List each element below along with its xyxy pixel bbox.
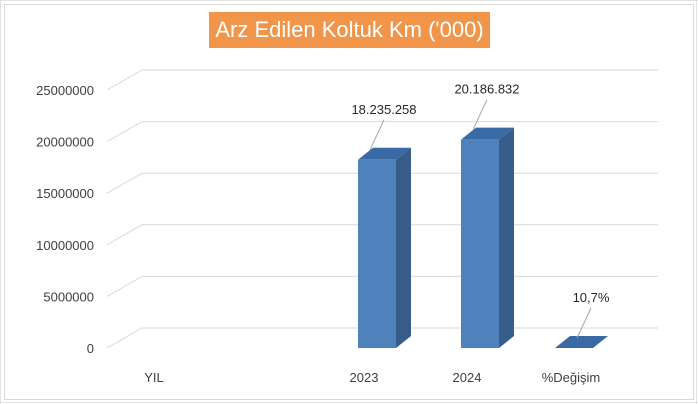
sheet-gridline <box>696 0 697 404</box>
bar-side <box>396 147 411 348</box>
bar-top <box>358 147 411 160</box>
gridline-side <box>106 224 143 246</box>
x-tick-label: %Değişim <box>542 370 601 385</box>
x-tick-label: YIL <box>144 370 164 385</box>
data-label-leader <box>369 119 385 151</box>
x-tick-label: 2023 <box>350 370 379 385</box>
bar-top <box>461 127 514 140</box>
bar-flat <box>555 336 608 348</box>
bar-front <box>358 159 396 348</box>
chart-title: Arz Edilen Koltuk Km ('000) <box>209 12 490 48</box>
y-tick-label: 0 <box>87 341 94 356</box>
gridline-side <box>106 121 143 143</box>
sheet-gridline <box>0 0 698 1</box>
data-label: 20.186.832 <box>454 82 519 97</box>
gridline-side <box>106 172 143 194</box>
y-tick-label: 20000000 <box>36 135 94 150</box>
bar-side <box>499 127 514 348</box>
data-label-leader <box>576 307 592 339</box>
y-tick-label: 10000000 <box>36 238 94 253</box>
data-label: 10,7% <box>573 290 610 305</box>
data-label: 18.235.258 <box>351 102 416 117</box>
y-tick-label: 25000000 <box>36 83 94 98</box>
gridline-side <box>106 275 143 297</box>
data-label-leader <box>472 99 488 130</box>
x-tick-label: 2024 <box>453 370 482 385</box>
y-tick-label: 15000000 <box>36 186 94 201</box>
bar-front <box>461 139 499 348</box>
sheet-gridline <box>0 402 698 403</box>
sheet-gridline <box>0 0 1 404</box>
gridline-side <box>106 69 143 91</box>
y-tick-label: 5000000 <box>43 289 94 304</box>
gridline-side <box>106 327 143 349</box>
